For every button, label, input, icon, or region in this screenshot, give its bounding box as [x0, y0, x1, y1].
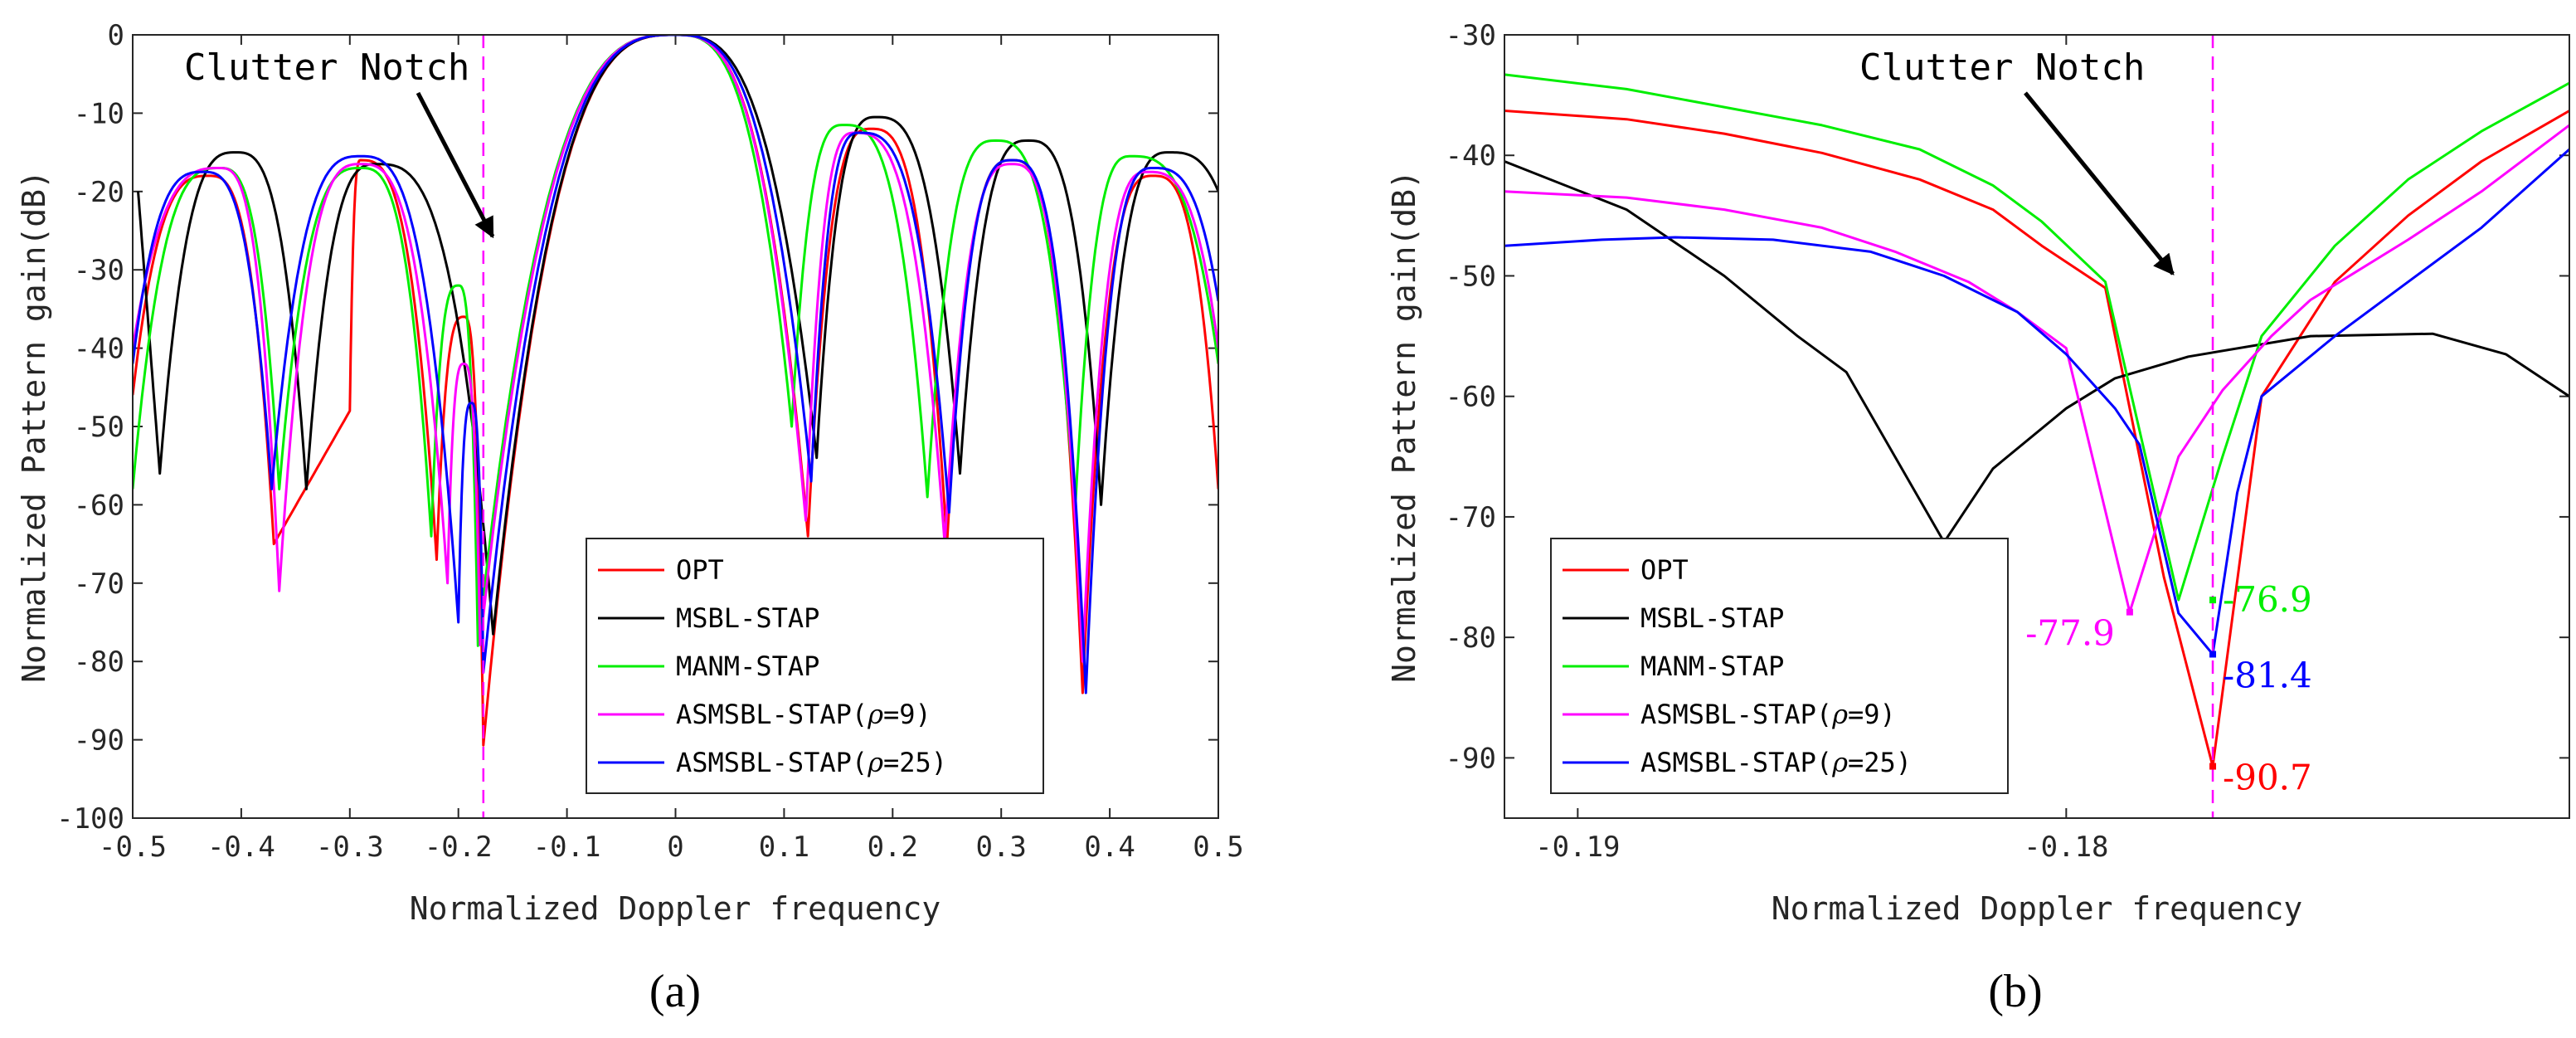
minimum-value-label-opt: -90.7: [2223, 758, 2312, 798]
y-tick-label: -70: [1446, 501, 1496, 534]
minimum-value-label-as9: -77.9: [2025, 613, 2115, 654]
y-tick-label: -90: [1446, 742, 1496, 775]
y-tick-label: 0: [108, 19, 124, 52]
series-line-as9: [133, 35, 1218, 663]
panel-a-series: [133, 35, 1218, 747]
y-tick-label: -20: [74, 176, 124, 209]
y-tick-label: -80: [1446, 621, 1496, 655]
y-tick-label: -60: [1446, 381, 1496, 414]
y-tick-label: -60: [74, 489, 124, 522]
x-tick-label: -0.1: [533, 831, 601, 864]
panel-b: -0.19 -0.18 -30 -40 -50 -60 -70 -80 -90 Clutter …: [1386, 19, 2570, 1017]
legend-label-opt: OPT: [676, 554, 724, 586]
x-tick-label: -0.19: [1535, 831, 1620, 864]
x-tick-label: -0.3: [316, 831, 384, 864]
y-tick-label: -50: [74, 411, 124, 444]
clutter-notch-annotation-a: Clutter Notch: [184, 46, 469, 89]
x-tick-label: -0.18: [2024, 831, 2108, 864]
y-tick-label: -30: [1446, 19, 1496, 52]
series-line-manm: [133, 35, 1218, 647]
legend-label-as9: ASMSBL-STAP(ρ=9): [676, 699, 931, 730]
series-line-msbl: [1504, 160, 2569, 543]
x-tick-label: 0.5: [1193, 831, 1243, 864]
y-axis-label-b: Normalized Pattern gain(dB): [1386, 170, 1422, 683]
panel-b-series: [1504, 73, 2569, 768]
y-tick-label: -40: [74, 333, 124, 366]
legend-b: OPT MSBL-STAP MANM-STAP ASMSBL-STAP(ρ=9) ASM…: [1550, 538, 2009, 794]
legend-label-msbl: MSBL-STAP: [676, 602, 819, 634]
panel-a-ticks: -0.5 -0.4 -0.3 -0.2 -0.1 0 0.1 0.2 0.3 0.4 0.5 0 -10…: [56, 19, 1244, 864]
y-tick-label: -80: [74, 646, 124, 679]
minimum-marker-manm: [2209, 597, 2217, 604]
y-tick-label: -10: [74, 97, 124, 130]
x-tick-label: 0.1: [759, 831, 809, 864]
panel-caption-b: (b): [1988, 966, 2042, 1017]
series-line-as25: [1504, 148, 2569, 655]
legend-label-as9: ASMSBL-STAP(ρ=9): [1640, 699, 1896, 730]
y-tick-label: -30: [74, 254, 124, 287]
clutter-notch-annotation-b: Clutter Notch: [1859, 46, 2145, 89]
minimum-marker-as9: [2126, 608, 2133, 616]
panel-b-ticks: -0.19 -0.18 -30 -40 -50 -60 -70 -80 -90: [1446, 19, 2569, 864]
minimum-value-label-as25: -81.4: [2223, 655, 2312, 695]
x-tick-label: 0: [667, 831, 683, 864]
y-tick-label: -90: [74, 724, 124, 758]
y-tick-label: -100: [56, 802, 124, 836]
clutter-notch-arrow-a: [416, 91, 495, 239]
x-axis-label-a: Normalized Doppler frequency: [410, 890, 941, 927]
x-tick-label: -0.5: [99, 831, 167, 864]
y-tick-label: -40: [1446, 139, 1496, 173]
y-tick-label: -50: [1446, 260, 1496, 293]
series-line-as9: [1504, 124, 2569, 614]
y-axis-label-a: Normalized Pattern gain(dB): [16, 170, 52, 683]
minimum-value-label-manm: -76.9: [2223, 579, 2312, 620]
x-axis-label-b: Normalized Doppler frequency: [1772, 890, 2303, 927]
x-tick-label: 0.2: [868, 831, 918, 864]
legend-label-as25: ASMSBL-STAP(ρ=25): [1640, 747, 1912, 778]
legend-label-manm: MANM-STAP: [676, 651, 819, 682]
series-line-manm: [1504, 73, 2569, 602]
panel-caption-a: (a): [649, 966, 701, 1017]
legend-label-manm: MANM-STAP: [1640, 651, 1784, 682]
series-line-as25: [133, 35, 1218, 694]
x-tick-label: -0.4: [207, 831, 275, 864]
panel-a: -0.5 -0.4 -0.3 -0.2 -0.1 0 0.1 0.2 0.3 0.4 0.5 0 -10…: [16, 19, 1244, 1017]
series-line-msbl: [137, 35, 1218, 636]
minimum-marker-opt: [2209, 763, 2217, 770]
x-tick-label: -0.2: [425, 831, 493, 864]
x-tick-label: 0.4: [1084, 831, 1135, 864]
clutter-notch-arrow-b: [2024, 91, 2175, 275]
minimum-marker-as25: [2209, 651, 2217, 658]
x-tick-label: 0.3: [975, 831, 1026, 864]
legend-label-as25: ASMSBL-STAP(ρ=25): [676, 747, 947, 778]
legend-a: OPT MSBL-STAP MANM-STAP ASMSBL-STAP(ρ=9) ASM…: [586, 538, 1044, 794]
y-tick-label: -70: [74, 568, 124, 601]
series-line-opt: [1504, 110, 2569, 768]
legend-label-opt: OPT: [1640, 554, 1689, 586]
legend-label-msbl: MSBL-STAP: [1640, 602, 1784, 634]
